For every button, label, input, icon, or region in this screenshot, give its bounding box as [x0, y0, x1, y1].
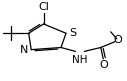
- Text: O: O: [114, 35, 123, 45]
- Text: Cl: Cl: [38, 2, 49, 12]
- Text: O: O: [99, 60, 108, 70]
- Text: NH: NH: [72, 55, 87, 65]
- Text: N: N: [20, 45, 28, 55]
- Text: S: S: [69, 28, 76, 38]
